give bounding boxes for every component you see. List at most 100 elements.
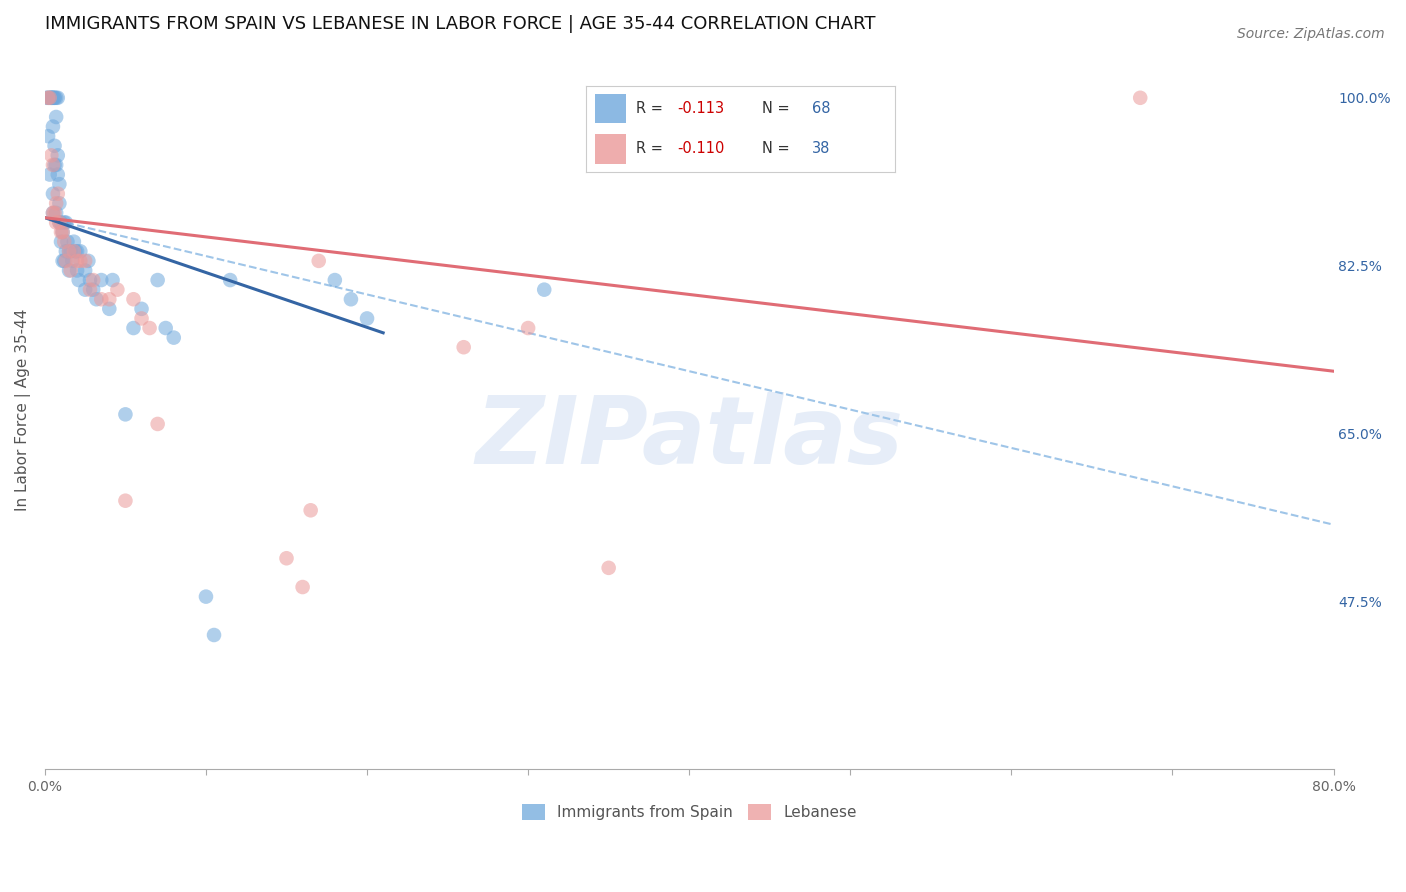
Point <box>63 244 86 259</box>
Point <box>69 244 91 259</box>
Point <box>38 91 60 105</box>
Point <box>35 91 58 105</box>
Point <box>90 292 112 306</box>
Point <box>44 138 66 153</box>
Point <box>58 263 80 277</box>
Point <box>53 235 76 249</box>
Point <box>41 91 63 105</box>
Point <box>48 215 70 229</box>
Point <box>42 91 65 105</box>
Point <box>53 215 76 229</box>
Point <box>146 273 169 287</box>
Text: Source: ZipAtlas.com: Source: ZipAtlas.com <box>1237 27 1385 41</box>
Point <box>46 91 69 105</box>
Point <box>101 273 124 287</box>
Point <box>41 91 63 105</box>
Point <box>308 253 330 268</box>
Point <box>49 235 72 249</box>
Point <box>52 225 75 239</box>
Point <box>45 110 67 124</box>
Point <box>45 215 67 229</box>
Point <box>69 253 91 268</box>
Point <box>75 253 97 268</box>
Point <box>276 551 298 566</box>
Point <box>55 215 77 229</box>
Point <box>53 253 76 268</box>
Point <box>131 301 153 316</box>
Point <box>48 215 70 229</box>
Point <box>45 158 67 172</box>
Point <box>67 273 90 287</box>
Point <box>58 244 80 259</box>
Point <box>146 417 169 431</box>
Point <box>49 225 72 239</box>
Legend: Immigrants from Spain, Lebanese: Immigrants from Spain, Lebanese <box>516 798 863 826</box>
Point <box>48 177 70 191</box>
Point <box>598 561 620 575</box>
Point <box>41 148 63 162</box>
Point <box>79 273 101 287</box>
Point <box>52 225 75 239</box>
Point <box>114 493 136 508</box>
Point <box>59 263 82 277</box>
Point <box>533 283 555 297</box>
Point <box>155 321 177 335</box>
Point <box>45 206 67 220</box>
Point <box>37 91 59 105</box>
Point <box>114 408 136 422</box>
Point <box>122 292 145 306</box>
Point <box>44 158 66 172</box>
Point <box>98 292 121 306</box>
Point <box>356 311 378 326</box>
Point <box>98 301 121 316</box>
Point <box>75 263 97 277</box>
Point <box>44 206 66 220</box>
Point <box>38 91 60 105</box>
Point <box>453 340 475 354</box>
Point <box>66 253 89 268</box>
Point <box>59 244 82 259</box>
Point <box>82 273 104 287</box>
Point <box>37 91 59 105</box>
Point <box>77 253 100 268</box>
Point <box>60 253 83 268</box>
Point <box>517 321 540 335</box>
Point <box>90 273 112 287</box>
Point <box>49 215 72 229</box>
Point <box>42 206 65 220</box>
Point <box>55 253 77 268</box>
Point <box>1129 91 1152 105</box>
Point <box>46 168 69 182</box>
Point <box>45 91 67 105</box>
Point <box>219 273 242 287</box>
Point <box>42 186 65 201</box>
Point <box>105 283 128 297</box>
Point <box>56 235 79 249</box>
Point <box>82 283 104 297</box>
Point <box>46 186 69 201</box>
Point <box>66 244 89 259</box>
Point <box>323 273 346 287</box>
Point <box>291 580 314 594</box>
Point <box>42 91 65 105</box>
Point <box>194 590 217 604</box>
Point <box>58 244 80 259</box>
Point <box>79 283 101 297</box>
Point <box>131 311 153 326</box>
Point <box>42 206 65 220</box>
Y-axis label: In Labor Force | Age 35-44: In Labor Force | Age 35-44 <box>15 309 31 511</box>
Point <box>46 148 69 162</box>
Point <box>44 91 66 105</box>
Point <box>66 263 89 277</box>
Point <box>48 196 70 211</box>
Point <box>37 129 59 144</box>
Point <box>42 158 65 172</box>
Point <box>122 321 145 335</box>
Point <box>340 292 363 306</box>
Point <box>202 628 225 642</box>
Text: IMMIGRANTS FROM SPAIN VS LEBANESE IN LABOR FORCE | AGE 35-44 CORRELATION CHART: IMMIGRANTS FROM SPAIN VS LEBANESE IN LAB… <box>45 15 876 33</box>
Point <box>163 330 186 344</box>
Point <box>138 321 160 335</box>
Point <box>63 235 86 249</box>
Point <box>38 168 60 182</box>
